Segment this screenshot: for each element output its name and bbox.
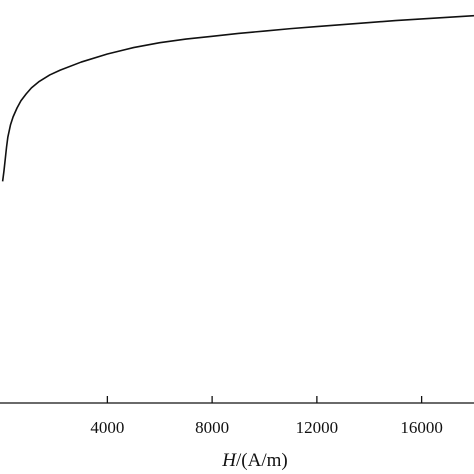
x-axis-label-unit: /(A/m) — [236, 450, 288, 471]
x-axis-label: H/(A/m) — [221, 450, 287, 471]
x-tick-label: 12000 — [296, 418, 339, 437]
plot-area — [1, 14, 474, 182]
x-axis-ticks: 4000 8000 12000 16000 — [90, 396, 443, 437]
series-line — [1, 14, 474, 182]
x-axis-label-symbol: H — [221, 450, 237, 471]
x-tick-label: 8000 — [195, 418, 229, 437]
x-tick-label: 16000 — [400, 418, 443, 437]
x-tick-label: 4000 — [90, 418, 124, 437]
